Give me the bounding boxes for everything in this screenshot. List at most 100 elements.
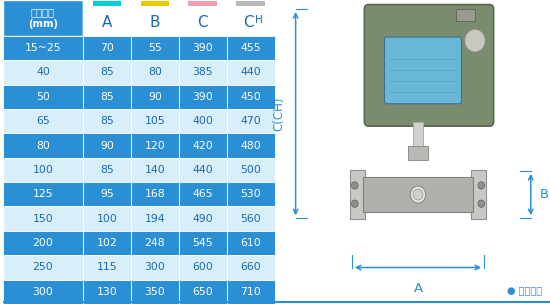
Bar	[471, 170, 486, 219]
FancyBboxPatch shape	[384, 37, 461, 104]
Text: 440: 440	[240, 67, 261, 78]
Bar	[131, 36, 179, 60]
Text: 40: 40	[36, 67, 50, 78]
Text: 560: 560	[240, 214, 261, 224]
Bar	[3, 0, 83, 36]
Circle shape	[478, 200, 485, 207]
Text: 250: 250	[32, 262, 53, 272]
Text: C(CH): C(CH)	[273, 96, 285, 131]
Text: 450: 450	[240, 92, 261, 102]
Bar	[131, 133, 179, 158]
Bar	[227, 133, 275, 158]
Bar	[3, 206, 83, 231]
Bar	[83, 0, 131, 36]
Text: 130: 130	[97, 287, 117, 297]
Text: 125: 125	[32, 189, 53, 199]
Bar	[179, 133, 227, 158]
Bar	[227, 109, 275, 133]
Bar	[92, 1, 122, 6]
Bar	[131, 182, 179, 206]
Bar	[227, 206, 275, 231]
Text: 390: 390	[192, 92, 213, 102]
Bar	[455, 9, 475, 21]
Text: 168: 168	[145, 189, 165, 199]
Bar	[131, 85, 179, 109]
Text: 105: 105	[145, 116, 166, 126]
Text: A: A	[414, 282, 422, 295]
Text: 660: 660	[240, 262, 261, 272]
Bar	[83, 182, 131, 206]
Bar	[3, 158, 83, 182]
Text: 650: 650	[192, 287, 213, 297]
Bar	[3, 133, 83, 158]
Circle shape	[410, 186, 426, 203]
Bar	[83, 206, 131, 231]
Bar	[227, 36, 275, 60]
Circle shape	[351, 182, 358, 189]
Text: 15~25: 15~25	[25, 43, 61, 53]
Text: 85: 85	[100, 116, 114, 126]
Bar	[3, 280, 83, 304]
Text: B: B	[540, 188, 549, 201]
Text: ● 常规仪表: ● 常规仪表	[507, 285, 542, 295]
Text: 600: 600	[192, 262, 213, 272]
Bar	[179, 36, 227, 60]
Bar	[350, 170, 365, 219]
Bar	[179, 0, 227, 36]
Text: 70: 70	[100, 43, 114, 53]
Text: 102: 102	[97, 238, 117, 248]
Bar	[83, 60, 131, 85]
Text: 530: 530	[240, 189, 261, 199]
Text: 80: 80	[36, 140, 50, 150]
Text: 300: 300	[32, 287, 53, 297]
Text: 85: 85	[100, 67, 114, 78]
Bar	[83, 109, 131, 133]
Bar	[3, 231, 83, 255]
Circle shape	[465, 29, 486, 52]
Bar	[83, 231, 131, 255]
Text: 80: 80	[148, 67, 162, 78]
Bar	[131, 109, 179, 133]
Bar	[227, 85, 275, 109]
FancyBboxPatch shape	[364, 5, 494, 126]
Bar	[412, 122, 424, 146]
Text: 194: 194	[145, 214, 165, 224]
Text: 90: 90	[100, 140, 114, 150]
Bar	[179, 206, 227, 231]
Bar	[179, 60, 227, 85]
Bar	[3, 85, 83, 109]
Text: 115: 115	[97, 262, 117, 272]
Text: 420: 420	[192, 140, 213, 150]
Bar	[83, 36, 131, 60]
Bar	[227, 0, 275, 36]
Text: 仪表口径
(mm): 仪表口径 (mm)	[28, 7, 58, 29]
Bar	[131, 280, 179, 304]
Bar	[236, 1, 265, 6]
Bar	[227, 182, 275, 206]
Text: 610: 610	[240, 238, 261, 248]
Text: 455: 455	[240, 43, 261, 53]
Bar	[179, 158, 227, 182]
Text: 100: 100	[32, 165, 53, 175]
Bar	[131, 255, 179, 280]
Bar	[189, 1, 217, 6]
Bar	[179, 182, 227, 206]
Text: 248: 248	[145, 238, 165, 248]
Bar	[131, 0, 179, 36]
Bar	[227, 60, 275, 85]
Bar	[131, 206, 179, 231]
Text: 710: 710	[240, 287, 261, 297]
Bar	[179, 109, 227, 133]
Text: 95: 95	[100, 189, 114, 199]
Text: 100: 100	[97, 214, 118, 224]
Circle shape	[351, 200, 358, 207]
Text: 465: 465	[192, 189, 213, 199]
Text: 480: 480	[240, 140, 261, 150]
Text: B: B	[150, 15, 160, 30]
Bar	[131, 158, 179, 182]
Bar	[83, 255, 131, 280]
Bar	[131, 231, 179, 255]
Bar	[141, 1, 169, 6]
Text: 50: 50	[36, 92, 50, 102]
Text: 390: 390	[192, 43, 213, 53]
